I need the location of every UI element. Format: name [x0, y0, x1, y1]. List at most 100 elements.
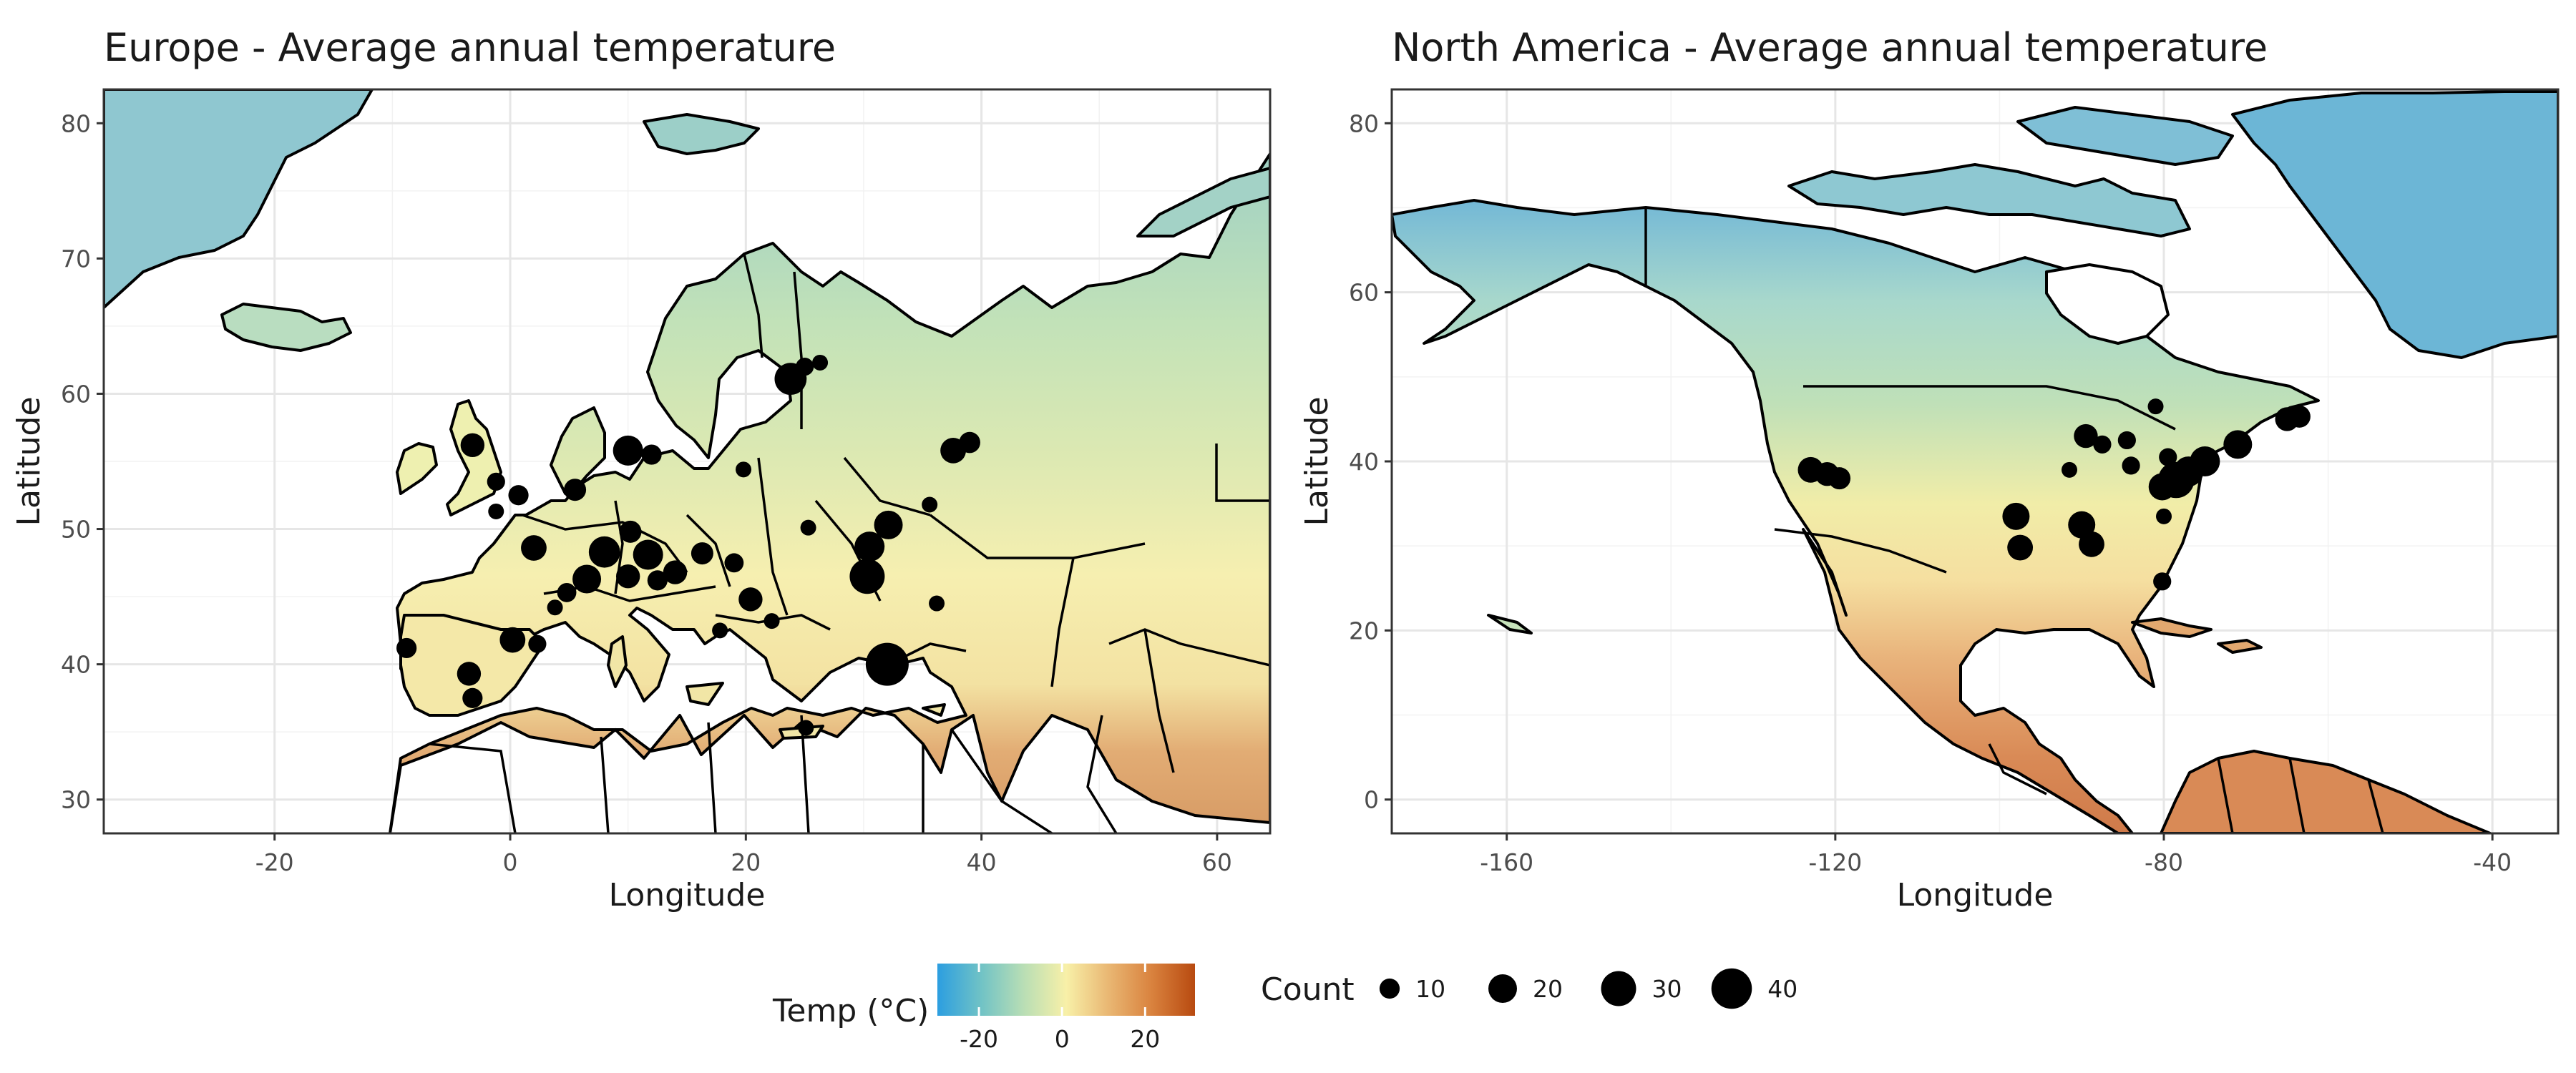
size-key-circle — [1711, 968, 1752, 1009]
y-tick-label: 60 — [61, 380, 91, 408]
location-point — [2122, 456, 2140, 475]
hudson-bay — [2045, 263, 2170, 345]
location-point — [2148, 473, 2176, 501]
location-point — [572, 564, 602, 594]
location-point — [615, 564, 640, 589]
x-axis-title: Longitude — [609, 877, 766, 913]
x-tick-label: -80 — [2145, 848, 2183, 876]
location-point — [2288, 405, 2311, 428]
greenland — [2231, 90, 2558, 359]
points-layer — [396, 354, 980, 736]
location-point — [724, 553, 744, 573]
location-point — [633, 539, 663, 570]
panel-title: North America - Average annual temperatu… — [1392, 25, 2268, 70]
svalbard — [643, 113, 760, 155]
location-point — [796, 358, 814, 376]
country-borders — [1644, 207, 2384, 833]
location-point — [738, 587, 763, 612]
size-key-label: 20 — [1533, 975, 1563, 1003]
size-key-label: 10 — [1415, 975, 1445, 1003]
arctic-islands — [1787, 163, 2191, 237]
location-point — [865, 642, 909, 686]
location-point — [2156, 508, 2172, 524]
location-point — [798, 720, 814, 736]
legend-title: Temp (°C) — [772, 993, 929, 1029]
x-axis: -20 0 20 40 60 — [255, 833, 1232, 876]
location-point — [2093, 435, 2112, 454]
caribbean-islands — [2131, 617, 2212, 638]
y-tick-label: 60 — [1349, 279, 1379, 307]
points-layer — [1797, 398, 2311, 591]
temperature-legend: Temp (°C) -20 0 20 — [772, 964, 1195, 1053]
y-axis-title: Latitude — [1299, 396, 1335, 526]
location-point — [2190, 446, 2220, 476]
y-tick-label: 30 — [61, 786, 91, 814]
x-tick-label: -160 — [1480, 848, 1533, 876]
size-key-label: 40 — [1767, 975, 1797, 1003]
mediterranean-island — [686, 682, 724, 706]
x-tick-label: 60 — [1202, 848, 1232, 876]
location-point — [613, 435, 643, 466]
south-america — [2160, 750, 2492, 833]
location-point — [691, 542, 713, 565]
y-tick-label: 80 — [1349, 109, 1379, 137]
location-point — [2007, 534, 2034, 561]
aleutian-islands — [1487, 614, 1533, 635]
mediterranean-island — [922, 703, 946, 717]
location-point — [800, 519, 816, 536]
y-tick-label: 40 — [61, 651, 91, 679]
location-point — [2159, 448, 2177, 466]
y-tick-label: 80 — [61, 109, 91, 137]
ireland — [396, 442, 438, 495]
location-point — [736, 461, 752, 478]
size-key-circle — [1601, 971, 1636, 1006]
y-axis: 30 40 50 60 70 80 — [61, 109, 104, 814]
colorbar-tick-label: 20 — [1130, 1025, 1160, 1053]
count-legend: Count 10 20 30 40 — [1261, 968, 1797, 1009]
location-point — [2068, 511, 2096, 539]
location-point — [547, 599, 563, 616]
location-point — [488, 503, 504, 519]
north-america-landmass — [1392, 199, 2320, 833]
location-point — [588, 536, 620, 568]
location-point — [849, 559, 885, 594]
location-point — [508, 485, 529, 506]
location-point — [499, 627, 526, 653]
y-tick-label: 50 — [61, 516, 91, 544]
y-tick-label: 20 — [1349, 617, 1379, 645]
x-axis-title: Longitude — [1897, 877, 2054, 913]
y-tick-label: 40 — [1349, 448, 1379, 476]
map-layer — [1392, 90, 2558, 833]
size-keys: 10 20 30 40 — [1379, 968, 1797, 1009]
x-tick-label: -20 — [255, 848, 294, 876]
location-point — [922, 496, 938, 513]
location-point — [2002, 502, 2030, 530]
novaya-zemlya — [1136, 167, 1270, 237]
location-point — [641, 444, 662, 465]
location-point — [619, 520, 642, 543]
colorbar-ticks: -20 0 20 — [960, 964, 1160, 1053]
location-point — [2153, 572, 2172, 591]
colorbar-tick-label: 0 — [1055, 1025, 1070, 1053]
iceland — [220, 303, 352, 352]
location-point — [396, 637, 417, 659]
arctic-islands — [2016, 106, 2234, 166]
location-point — [564, 479, 587, 501]
north-america-panel: North America - Average annual temperatu… — [1299, 25, 2560, 913]
location-point — [2117, 431, 2136, 450]
x-tick-label: -40 — [2473, 848, 2512, 876]
location-point — [874, 510, 903, 539]
location-point — [959, 431, 980, 454]
location-point — [460, 433, 485, 458]
location-point — [2074, 423, 2098, 449]
location-point — [663, 560, 688, 584]
location-point — [647, 570, 668, 591]
y-tick-label: 0 — [1364, 786, 1379, 814]
x-tick-label: 20 — [731, 848, 761, 876]
location-point — [557, 583, 577, 602]
x-tick-label: -120 — [1808, 848, 1862, 876]
location-point — [2079, 531, 2104, 557]
y-axis: 0 20 40 60 80 — [1349, 109, 1392, 814]
y-axis-title: Latitude — [11, 396, 47, 526]
